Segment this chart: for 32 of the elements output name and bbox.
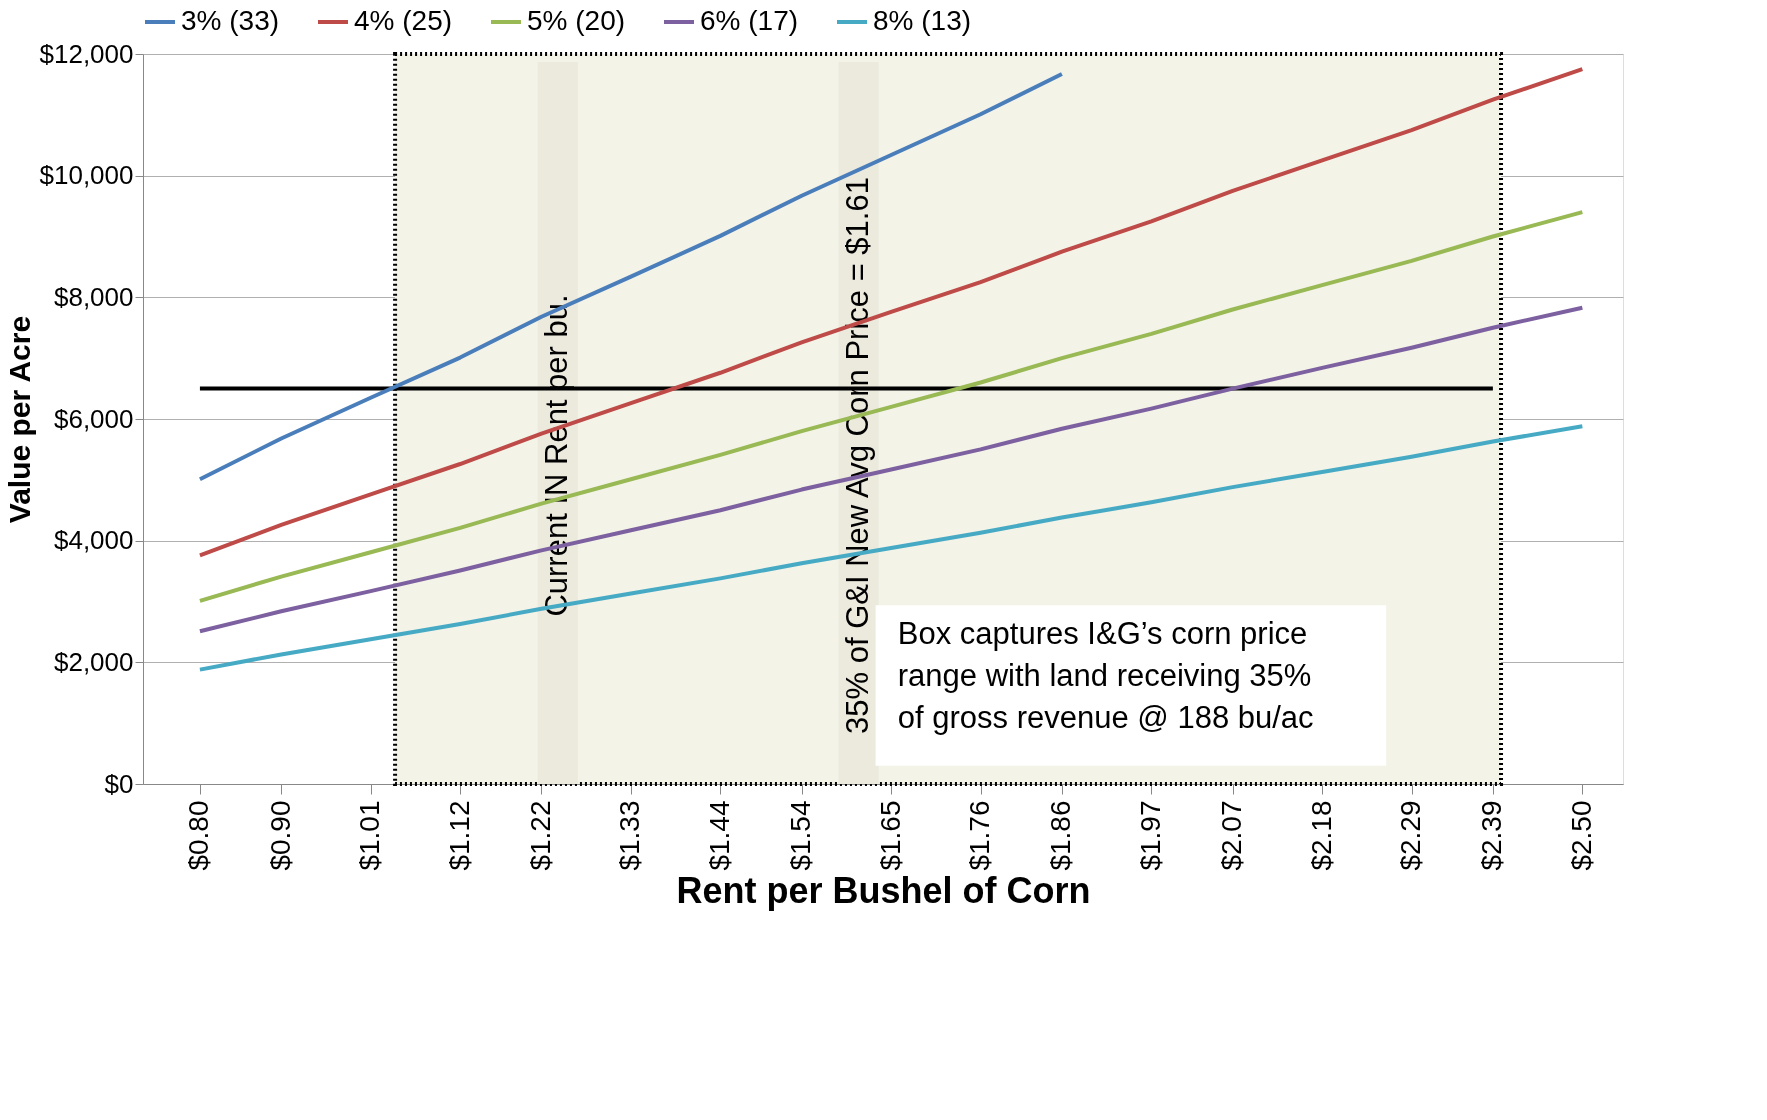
x-tick-label: $0.80 [183,800,215,871]
x-tick-label: $2.07 [1216,800,1248,871]
y-tick-label: $8,000 [53,281,134,312]
x-tick-label: $2.29 [1395,800,1427,871]
y-tick-label: $2,000 [53,646,134,677]
y-axis-title: Value per Acre [2,315,36,524]
x-tick-label: $2.50 [1565,800,1597,871]
legend-label: 8% (13) [873,5,972,36]
x-tick-label: $1.97 [1134,800,1166,871]
y-tick-label: $10,000 [39,160,134,191]
legend-label: 6% (17) [700,5,799,36]
x-tick-label: $1.44 [703,800,735,871]
legend-label: 3% (33) [181,5,280,36]
x-tick-label: $1.01 [354,800,386,871]
y-tick-label: $12,000 [39,38,134,69]
x-tick-label: $1.86 [1045,800,1077,871]
y-tick-label: $0 [104,768,134,799]
x-tick-label: $0.90 [264,800,296,871]
x-tick-label: $1.54 [785,800,817,871]
x-axis-title: Rent per Bushel of Corn [676,869,1091,911]
x-tick-label: $2.39 [1476,800,1508,871]
legend-label: 5% (20) [527,5,626,36]
annotation: Box captures I&G’s corn price range with land receiving 35% of gross revenue @ 188 bu/ac [897,615,1314,735]
y-tick-label: $4,000 [53,525,134,556]
y-tick-label: $6,000 [53,403,134,434]
x-tick-label: $1.76 [964,800,996,871]
legend-label: 4% (25) [354,5,453,36]
x-tick-label: $1.12 [443,800,475,871]
x-tick-label: $1.33 [614,800,646,871]
x-tick-label: $2.18 [1305,800,1337,871]
x-tick-label: $1.65 [874,800,906,871]
x-tick-label: $1.22 [524,800,556,871]
